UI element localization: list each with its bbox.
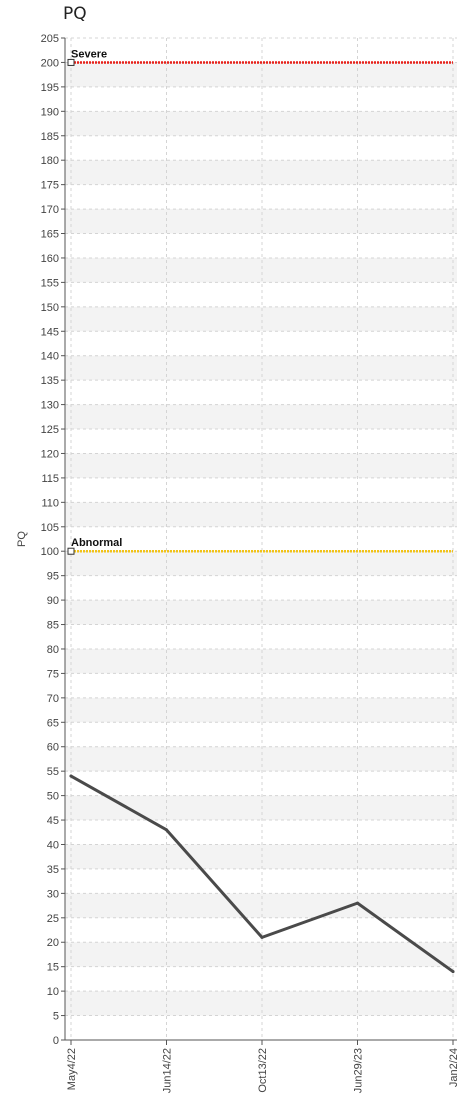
y-tick-label: 70: [47, 693, 59, 705]
data-point: [69, 774, 73, 778]
x-tick-label: May4/22: [66, 1048, 78, 1090]
y-tick-label: 100: [41, 546, 59, 558]
y-tick-label: 120: [41, 448, 59, 460]
y-tick-label: 130: [41, 400, 59, 412]
y-tick-label: 25: [47, 913, 59, 925]
plot-band: [65, 257, 457, 283]
data-series: [69, 774, 455, 974]
y-tick-label: 90: [47, 595, 59, 607]
y-tick-label: 20: [47, 937, 59, 949]
plot-band: [65, 697, 457, 723]
vertical-gridlines: [70, 38, 454, 1040]
plot-band: [65, 502, 457, 527]
plot-background-bands: [65, 62, 457, 1016]
data-point: [356, 901, 359, 905]
y-tick-label: 50: [47, 791, 59, 803]
plot-band: [65, 551, 457, 576]
y-tick-label: 80: [47, 644, 59, 656]
y-tick-label: 55: [47, 766, 59, 778]
x-tick-label: Jun14/22: [162, 1048, 174, 1093]
y-tick-label: 165: [41, 229, 59, 241]
y-tick-label: 45: [47, 815, 59, 827]
y-tick-label: 200: [41, 57, 59, 69]
plot-band: [65, 942, 457, 967]
y-tick-label: 140: [41, 351, 59, 363]
plot-band: [65, 111, 457, 136]
y-tick-label: 60: [47, 742, 59, 754]
plot-band: [65, 453, 457, 478]
y-tick-label: 155: [41, 277, 59, 289]
plot-band: [65, 893, 457, 918]
y-tick-label: 185: [41, 131, 59, 143]
plot-band: [65, 795, 457, 821]
x-tick-label: Jan2/24: [448, 1048, 460, 1087]
y-tick-label: 30: [47, 888, 59, 900]
y-tick-label: 125: [41, 424, 59, 436]
x-tick-label: Jun29/23: [353, 1048, 365, 1093]
y-tick-label: 5: [53, 1011, 59, 1023]
horizontal-gridlines: [65, 37, 457, 1017]
y-tick-label: 85: [47, 620, 59, 632]
chart-axes: [64, 38, 457, 1041]
reference-line-label: Abnormal: [71, 537, 122, 549]
plot-band: [65, 209, 457, 234]
y-tick-label: 205: [41, 33, 59, 45]
x-tick-label: Oct13/22: [257, 1048, 269, 1093]
chart-title: PQ: [63, 4, 87, 24]
plot-band: [65, 648, 457, 674]
y-tick-label: 115: [41, 473, 59, 485]
plot-band: [65, 746, 457, 772]
y-tick-label: 15: [47, 962, 59, 974]
data-point: [451, 970, 455, 974]
y-tick-label: 145: [41, 326, 59, 338]
data-point: [165, 828, 168, 832]
x-axis-ticks: May4/22 Jun14/22 Oct13/22 Jun29/23 Jan2/24: [66, 1040, 460, 1093]
reference-line-marker: [67, 58, 75, 66]
y-tick-label: 0: [53, 1035, 59, 1047]
y-tick-label: 110: [41, 497, 59, 509]
reference-lines: Severe Abnormal: [67, 48, 453, 555]
y-tick-label: 160: [41, 253, 59, 265]
y-tick-label: 150: [41, 302, 59, 314]
y-tick-label: 175: [41, 180, 59, 192]
y-tick-label: 195: [41, 82, 59, 94]
reference-line-label: Severe: [71, 48, 107, 60]
plot-band: [65, 355, 457, 381]
y-tick-label: 75: [47, 668, 59, 680]
y-axis-ticks: 0 5 10 15 20 25 30 35 40 45 50 55 60 65 70 75 80 85 90 95 10…: [41, 33, 65, 1047]
y-tick-label: 40: [47, 839, 59, 851]
y-tick-label: 135: [41, 375, 59, 387]
y-tick-label: 65: [47, 717, 59, 729]
y-tick-label: 35: [47, 864, 59, 876]
data-point: [260, 935, 264, 939]
reference-line-marker: [67, 547, 75, 555]
plot-band: [65, 404, 457, 430]
plot-band: [65, 844, 457, 869]
plot-band: [65, 306, 457, 332]
y-tick-label: 105: [41, 522, 59, 534]
y-tick-label: 190: [41, 106, 59, 118]
y-tick-label: 10: [47, 986, 59, 998]
y-axis-title: PQ: [16, 531, 28, 547]
y-tick-label: 170: [41, 204, 59, 216]
plot-band: [65, 160, 457, 185]
plot-band: [65, 991, 457, 1016]
plot-band: [65, 600, 457, 625]
y-tick-label: 95: [47, 571, 59, 583]
plot-band: [65, 62, 457, 87]
y-tick-label: 180: [41, 155, 59, 167]
